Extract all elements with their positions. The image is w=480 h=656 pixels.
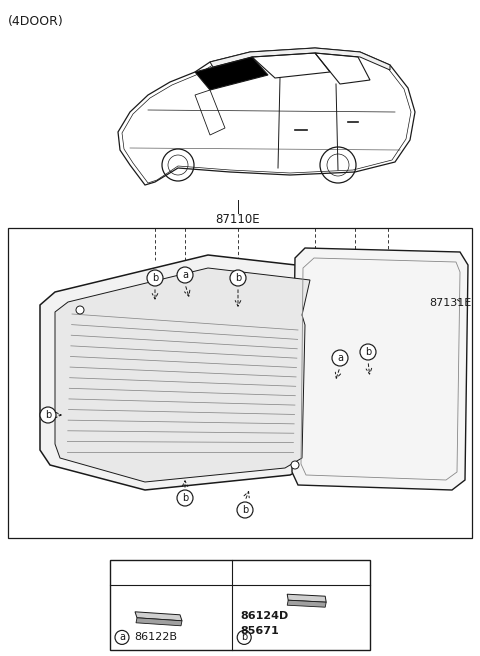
- Circle shape: [237, 630, 251, 644]
- Polygon shape: [136, 618, 182, 626]
- Text: b: b: [242, 505, 248, 515]
- Polygon shape: [135, 612, 182, 621]
- Polygon shape: [195, 57, 268, 90]
- Text: (4DOOR): (4DOOR): [8, 15, 64, 28]
- Text: b: b: [182, 493, 188, 503]
- Polygon shape: [287, 600, 326, 607]
- Text: b: b: [241, 632, 247, 642]
- Text: b: b: [365, 347, 371, 357]
- Text: 86124D: 86124D: [240, 611, 288, 621]
- Circle shape: [230, 270, 246, 286]
- Text: b: b: [235, 273, 241, 283]
- Text: b: b: [152, 273, 158, 283]
- Circle shape: [115, 630, 129, 644]
- Text: 86122B: 86122B: [134, 632, 177, 642]
- Circle shape: [177, 267, 193, 283]
- Text: a: a: [337, 353, 343, 363]
- Text: 87131E: 87131E: [430, 298, 472, 308]
- Polygon shape: [40, 255, 322, 490]
- Polygon shape: [210, 48, 390, 70]
- Circle shape: [360, 344, 376, 360]
- Circle shape: [147, 270, 163, 286]
- Text: 87110E: 87110E: [216, 213, 260, 226]
- Circle shape: [177, 490, 193, 506]
- Circle shape: [40, 407, 56, 423]
- Text: a: a: [119, 632, 125, 642]
- Bar: [110, 560, 370, 650]
- Circle shape: [332, 350, 348, 366]
- Polygon shape: [287, 594, 326, 602]
- Text: b: b: [45, 410, 51, 420]
- Bar: [8, 228, 472, 538]
- Circle shape: [291, 461, 299, 469]
- Text: a: a: [182, 270, 188, 280]
- Polygon shape: [55, 268, 310, 482]
- Polygon shape: [292, 248, 468, 490]
- Text: 85671: 85671: [240, 626, 279, 636]
- Circle shape: [237, 502, 253, 518]
- Circle shape: [76, 306, 84, 314]
